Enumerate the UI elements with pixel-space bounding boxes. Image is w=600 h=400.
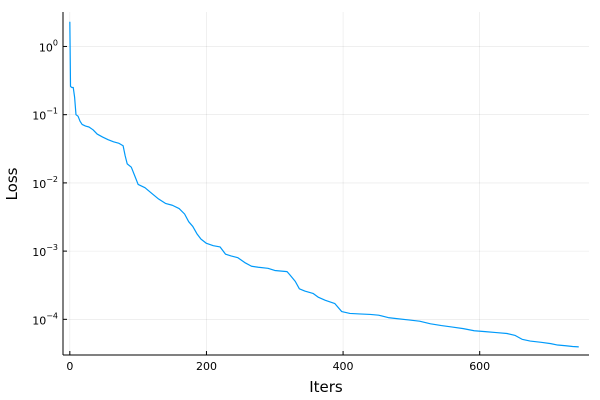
y-tick-exponent: −1 [46,107,58,116]
series-layer [69,21,579,348]
x-tick-label: 0 [66,360,73,373]
y-tick-label: 10−3 [32,243,58,259]
x-tick-label: 200 [196,360,217,373]
y-tick-base: 10 [32,110,46,123]
y-tick-base: 10 [39,41,53,54]
y-tick-base: 10 [32,178,46,191]
y-tick-label: 10−2 [32,175,58,191]
grid [63,12,589,355]
y-tick-base: 10 [32,314,46,327]
x-tick-labels: 0 200 400 600 [66,360,490,373]
y-tick-exponent: −3 [46,243,58,252]
ticks [63,45,481,355]
y-tick-base: 10 [32,246,46,259]
y-tick-label: 10−1 [32,107,58,123]
y-axis-label: Loss [3,167,21,200]
x-tick-label: 600 [469,360,490,373]
x-tick-label: 400 [333,360,354,373]
x-axis-label: Iters [309,378,343,396]
y-tick-label: 100 [39,38,58,54]
loss-series-line [69,21,579,348]
y-tick-exponent: −2 [46,175,58,184]
y-tick-exponent: −4 [46,311,58,320]
y-tick-label: 10−4 [32,311,58,327]
y-tick-exponent: 0 [53,38,58,47]
